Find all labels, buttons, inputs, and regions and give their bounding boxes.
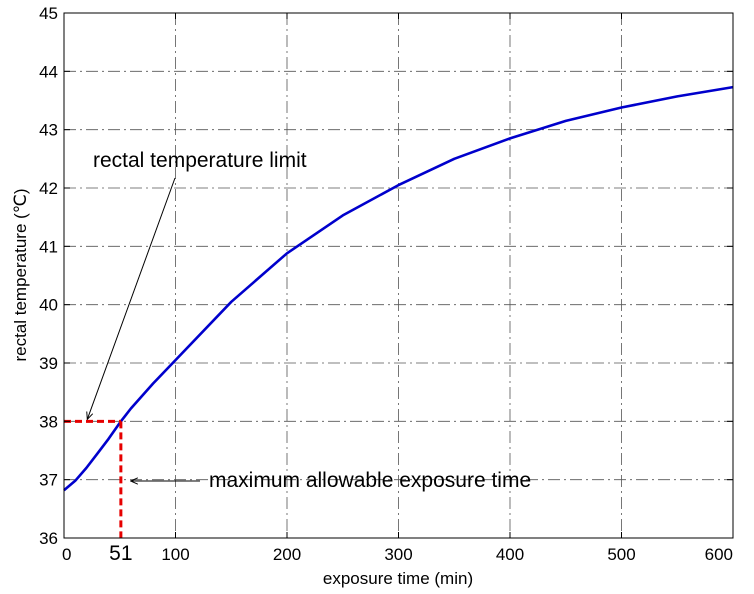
reference-lines [64, 419, 123, 538]
x-tick-label: 0 [62, 545, 71, 564]
y-tick-label: 39 [39, 354, 58, 373]
y-tick-label: 36 [39, 529, 58, 548]
plot-background [64, 13, 733, 538]
x-tick-label: 300 [384, 545, 412, 564]
y-tick-label: 42 [39, 179, 58, 198]
grid [64, 13, 733, 538]
annotation-rectal-temperature-limit: rectal temperature limit [93, 149, 307, 172]
annotation-max-allowable-exposure-time: maximum allowable exposure time [209, 469, 531, 492]
x-tick-label: 200 [273, 545, 301, 564]
y-tick-label: 38 [39, 412, 58, 431]
x-tick-label: 500 [607, 545, 635, 564]
x-tick-label: 400 [496, 545, 524, 564]
y-axis-label: rectal temperature (℃) [11, 188, 30, 361]
y-tick-label: 44 [39, 62, 58, 81]
x-axis-label: exposure time (min) [323, 569, 473, 588]
y-tick-label: 41 [39, 237, 58, 256]
series-layer [63, 85, 734, 492]
x-tick-label: 600 [705, 545, 733, 564]
annotations: rectal temperature limit maximum allowabl… [87, 149, 531, 492]
y-tick-label: 43 [39, 121, 58, 140]
x-ticks: 0 100 200 300 400 500 600 51 [62, 13, 734, 565]
x-tick-label: 100 [161, 545, 189, 564]
y-tick-label: 45 [39, 4, 58, 23]
y-ticks: 36 37 38 39 40 41 42 43 44 45 [39, 4, 733, 548]
x-marker-label: 51 [109, 542, 132, 565]
annotation-arrow-limit [87, 177, 176, 419]
y-tick-label: 37 [39, 471, 58, 490]
series-line [63, 85, 734, 492]
y-tick-label: 40 [39, 296, 58, 315]
